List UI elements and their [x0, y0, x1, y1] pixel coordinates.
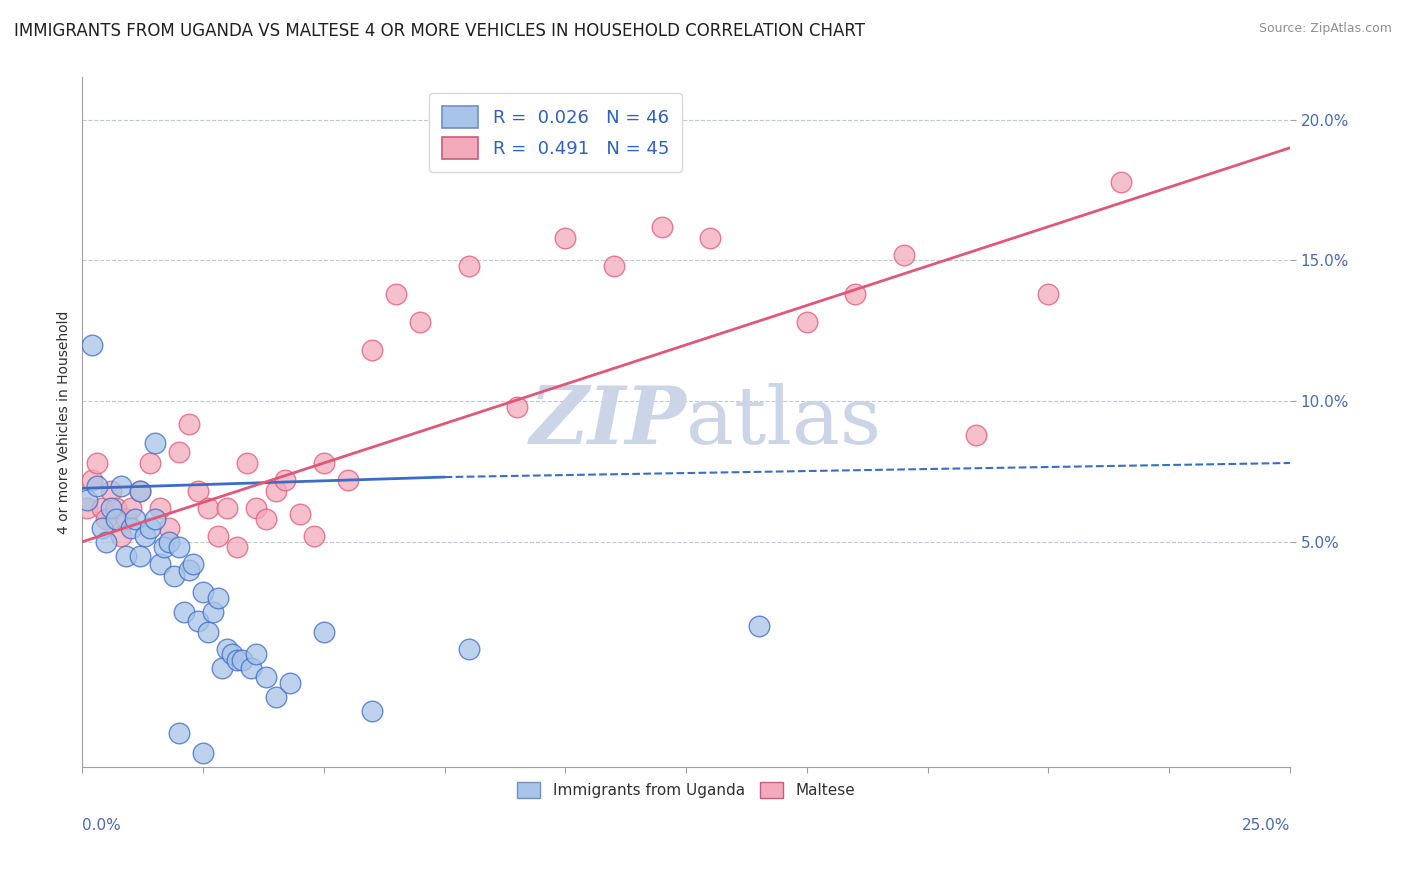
Point	[163, 568, 186, 582]
Point	[288, 507, 311, 521]
Text: Source: ZipAtlas.com: Source: ZipAtlas.com	[1258, 22, 1392, 36]
Point	[197, 501, 219, 516]
Point	[245, 501, 267, 516]
Point	[217, 501, 239, 516]
Point	[76, 492, 98, 507]
Point	[207, 591, 229, 605]
Point	[105, 512, 128, 526]
Point	[149, 558, 172, 572]
Point	[361, 343, 384, 358]
Point	[457, 641, 479, 656]
Point	[221, 648, 243, 662]
Point	[80, 338, 103, 352]
Point	[183, 558, 205, 572]
Point	[211, 661, 233, 675]
Text: 0.0%: 0.0%	[83, 818, 121, 832]
Point	[965, 428, 987, 442]
Point	[225, 541, 247, 555]
Point	[699, 231, 721, 245]
Point	[278, 675, 301, 690]
Point	[177, 563, 200, 577]
Point	[796, 315, 818, 329]
Point	[602, 259, 624, 273]
Point	[312, 456, 335, 470]
Point	[129, 484, 152, 499]
Point	[110, 529, 132, 543]
Point	[110, 478, 132, 492]
Point	[1109, 175, 1132, 189]
Point	[191, 746, 214, 760]
Point	[86, 456, 108, 470]
Point	[167, 541, 190, 555]
Point	[245, 648, 267, 662]
Point	[90, 501, 112, 516]
Point	[409, 315, 432, 329]
Point	[201, 605, 224, 619]
Point	[302, 529, 325, 543]
Point	[177, 417, 200, 431]
Point	[197, 624, 219, 639]
Y-axis label: 4 or more Vehicles in Household: 4 or more Vehicles in Household	[58, 310, 72, 534]
Point	[187, 484, 209, 499]
Point	[235, 456, 257, 470]
Point	[143, 436, 166, 450]
Text: ZIP: ZIP	[529, 384, 686, 461]
Point	[361, 704, 384, 718]
Point	[506, 400, 529, 414]
Point	[90, 521, 112, 535]
Point	[844, 287, 866, 301]
Point	[105, 501, 128, 516]
Point	[207, 529, 229, 543]
Point	[120, 521, 142, 535]
Point	[457, 259, 479, 273]
Point	[651, 219, 673, 234]
Point	[96, 534, 118, 549]
Point	[157, 534, 180, 549]
Point	[86, 478, 108, 492]
Point	[337, 473, 360, 487]
Legend: Immigrants from Uganda, Maltese: Immigrants from Uganda, Maltese	[512, 776, 860, 804]
Point	[114, 512, 136, 526]
Point	[134, 529, 156, 543]
Point	[120, 501, 142, 516]
Point	[129, 549, 152, 563]
Point	[187, 614, 209, 628]
Point	[254, 512, 277, 526]
Point	[1038, 287, 1060, 301]
Point	[264, 484, 287, 499]
Point	[191, 585, 214, 599]
Point	[231, 653, 253, 667]
Point	[100, 484, 122, 499]
Point	[157, 521, 180, 535]
Text: atlas: atlas	[686, 384, 882, 461]
Point	[225, 653, 247, 667]
Point	[149, 501, 172, 516]
Point	[80, 473, 103, 487]
Point	[217, 641, 239, 656]
Point	[893, 248, 915, 262]
Point	[143, 512, 166, 526]
Point	[173, 605, 195, 619]
Point	[124, 512, 146, 526]
Point	[274, 473, 297, 487]
Point	[129, 484, 152, 499]
Point	[139, 456, 162, 470]
Point	[385, 287, 408, 301]
Point	[167, 444, 190, 458]
Point	[748, 619, 770, 633]
Point	[100, 501, 122, 516]
Point	[114, 549, 136, 563]
Point	[96, 512, 118, 526]
Point	[312, 624, 335, 639]
Text: 25.0%: 25.0%	[1241, 818, 1291, 832]
Point	[554, 231, 576, 245]
Point	[139, 521, 162, 535]
Point	[76, 501, 98, 516]
Text: IMMIGRANTS FROM UGANDA VS MALTESE 4 OR MORE VEHICLES IN HOUSEHOLD CORRELATION CH: IMMIGRANTS FROM UGANDA VS MALTESE 4 OR M…	[14, 22, 865, 40]
Point	[167, 726, 190, 740]
Point	[254, 670, 277, 684]
Point	[264, 690, 287, 704]
Point	[240, 661, 263, 675]
Point	[153, 541, 176, 555]
